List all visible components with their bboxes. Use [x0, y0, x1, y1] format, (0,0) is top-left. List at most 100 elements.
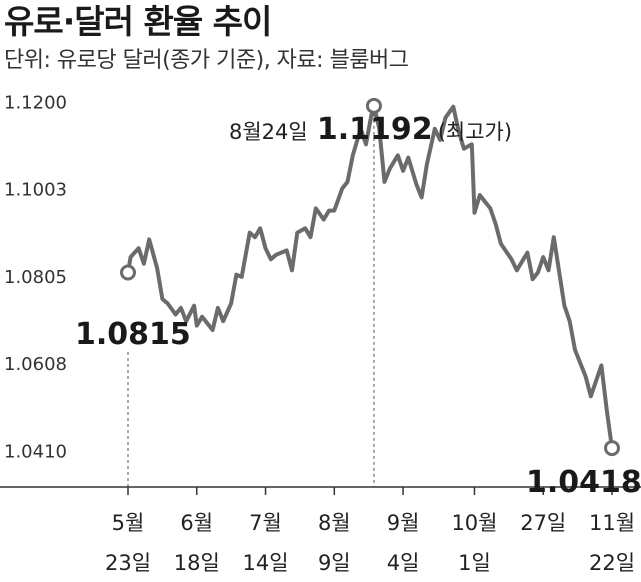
- data-point: [426, 163, 428, 165]
- data-point: [547, 269, 550, 272]
- data-point: [285, 249, 288, 252]
- y-tick-label: 1.0410: [4, 442, 67, 463]
- highlight-markers: [120, 97, 620, 457]
- data-point: [254, 236, 256, 238]
- y-tick-label: 1.1200: [4, 92, 67, 113]
- data-point: [563, 304, 566, 307]
- data-point: [359, 128, 362, 130]
- data-point: [415, 183, 418, 185]
- x-tick-label-month: 11월: [589, 511, 635, 535]
- peak-marker: [365, 97, 382, 114]
- x-tick-label-day: 23일: [105, 551, 151, 575]
- data-point: [259, 227, 262, 230]
- data-point: [222, 320, 224, 323]
- x-tick-label-month: 7월: [249, 511, 282, 535]
- data-point: [439, 139, 441, 141]
- data-point: [494, 223, 497, 225]
- y-axis-ticks: 1.1200 1.1003 1.0805 1.0608 1.0410: [4, 92, 67, 462]
- x-tick-label-day: 18일: [174, 551, 220, 575]
- data-point: [315, 207, 317, 210]
- data-point: [537, 271, 539, 274]
- data-point: [444, 117, 447, 119]
- data-point: [420, 196, 423, 199]
- data-point: [407, 156, 410, 159]
- data-point: [230, 302, 232, 305]
- data-point: [605, 408, 608, 411]
- data-point: [211, 329, 214, 331]
- series-points: [127, 105, 613, 449]
- start-value-label: 1.0815: [75, 317, 191, 352]
- data-point: [365, 143, 367, 146]
- x-tick-label-month: 5월: [112, 511, 145, 535]
- data-point: [240, 276, 243, 278]
- x-tick-label-day: 4일: [387, 551, 420, 575]
- data-point: [166, 302, 169, 305]
- x-tick-label-month: 6월: [180, 511, 213, 535]
- peak-value-label: 1.1192: [317, 112, 433, 147]
- eur-usd-series-line: [126, 103, 614, 451]
- data-point: [457, 130, 460, 132]
- data-point: [129, 256, 132, 258]
- end-marker: [604, 440, 620, 457]
- data-point: [510, 258, 513, 261]
- y-tick-label: 1.0608: [4, 354, 67, 375]
- y-tick-label: 1.0805: [4, 267, 67, 288]
- data-point: [296, 231, 299, 234]
- data-point: [473, 212, 476, 214]
- chart-subtitle: 단위: 유로당 달러(종가 기준), 자료: 블룸버그: [4, 48, 409, 73]
- data-point: [322, 218, 325, 221]
- x-tick-label-day: 9일: [318, 551, 351, 575]
- data-point: [275, 254, 277, 256]
- data-point: [489, 207, 492, 210]
- data-point: [463, 147, 465, 150]
- x-tick-label-day: 14일: [243, 551, 289, 575]
- peak-suffix-label: (최고가): [438, 120, 512, 144]
- data-point: [383, 181, 386, 183]
- data-point: [193, 304, 195, 307]
- data-point: [196, 324, 198, 327]
- data-point: [180, 307, 182, 309]
- data-point: [574, 349, 576, 351]
- guide-lines: [127, 113, 375, 487]
- data-point: [185, 320, 187, 323]
- data-point: [584, 375, 587, 378]
- data-point: [328, 209, 330, 212]
- data-point: [156, 267, 158, 269]
- peak-date-label: 8월24일: [229, 120, 308, 144]
- data-point: [333, 209, 336, 212]
- data-point: [352, 154, 354, 157]
- data-point: [201, 315, 203, 318]
- data-point: [479, 194, 481, 196]
- x-axis-ticks: 5월 23일 6월 18일 7월 14일 8월 9일 9월 4일 10월 1일 27일 11월 22일: [105, 487, 635, 575]
- data-point: [143, 262, 145, 265]
- end-value-label: 1.0418: [526, 465, 641, 500]
- data-point: [434, 128, 436, 130]
- page-title: 유로·달러 환율 추이: [4, 2, 272, 41]
- data-point: [402, 170, 404, 172]
- data-point: [553, 236, 555, 238]
- data-point: [397, 154, 399, 157]
- data-point: [389, 167, 391, 170]
- start-marker: [120, 264, 136, 281]
- y-tick-label: 1.1003: [4, 179, 67, 200]
- data-point: [590, 395, 592, 398]
- x-tick-label-month: 8월: [318, 511, 351, 535]
- data-point: [600, 364, 603, 367]
- data-point: [542, 256, 544, 258]
- x-tick-label-day: 1일: [458, 551, 491, 575]
- data-point: [264, 247, 267, 249]
- data-point: [161, 298, 164, 300]
- data-point: [500, 243, 502, 245]
- data-point: [452, 105, 455, 108]
- data-point: [471, 143, 473, 146]
- data-point: [291, 269, 293, 272]
- data-point: [304, 227, 307, 230]
- data-point: [526, 251, 529, 254]
- data-point: [235, 273, 238, 276]
- data-point: [568, 320, 571, 323]
- x-tick-label-day: 22일: [589, 551, 635, 575]
- data-point: [148, 238, 150, 241]
- x-tick-label-month: 9월: [387, 511, 420, 535]
- data-point: [248, 231, 251, 234]
